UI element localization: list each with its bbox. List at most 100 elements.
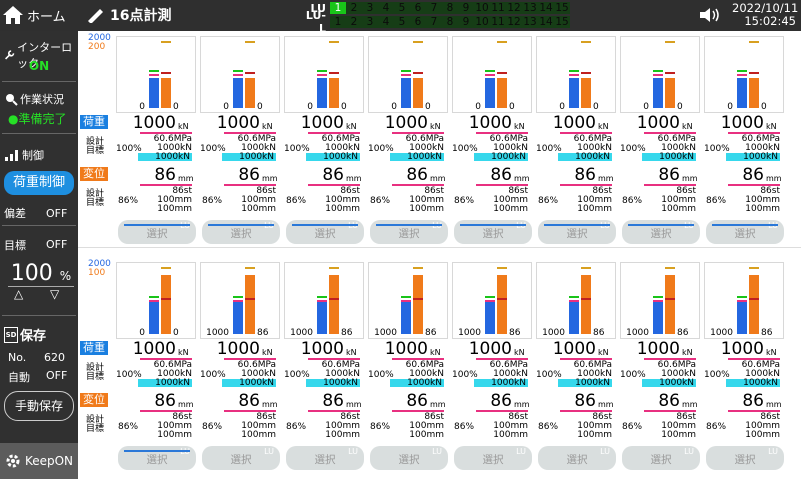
displacement-bar-line [560,184,612,186]
load-bar-line [308,358,360,360]
displacement-bar-value: 0 [341,102,347,112]
load-tag: 荷重 [80,341,108,355]
select-label: 選択 [230,228,252,240]
load-setting: 1000kN [325,143,360,153]
time: 15:02:45 [744,14,796,28]
displacement-bar-value: 86 [761,328,773,338]
lu-tag: LU [516,212,526,240]
load-bar-value: 1000 [206,328,229,338]
load-bar-value: 1000 [290,328,313,338]
load-setting: 1000kN [409,143,444,153]
displacement-bar [245,274,255,334]
deviation-value[interactable]: OFF [46,207,68,220]
load-target: 1000kN [726,379,780,388]
displacement-bar [581,78,591,108]
pressure-value: 60.6MPa [489,360,528,370]
displacement-bar-line [644,184,696,186]
interlock-label: インターロック [4,39,78,71]
displacement-target: 100mm [241,204,276,214]
load-control-button[interactable]: 荷重制御 [4,171,74,195]
stroke-value: 86st [592,412,612,422]
load-target: 1000kN [642,153,696,162]
limit-marker [401,70,411,73]
load-bar-line [392,358,444,360]
lu-cell: 11 [491,2,505,14]
load-bar-line [140,358,192,360]
displacement-unit: mm [262,400,278,409]
displacement-bar [749,78,759,108]
limit-marker [413,41,423,44]
row-label: 設計 [86,415,105,425]
load-value: 1000 [552,339,596,359]
increment-button[interactable]: △ [14,287,24,301]
select-label: 選択 [566,454,588,466]
lu-cell: 4 [382,16,390,28]
selected-indicator [376,224,442,226]
load-percent: 100% [284,370,310,380]
pressure-value: 60.6MPa [153,134,192,144]
speaker-icon[interactable] [698,6,722,24]
lu-cell: 10 [475,16,489,28]
lu-cell: 4 [382,2,390,14]
target-percent[interactable]: 100 % [8,261,74,287]
displacement-unit: mm [598,174,614,183]
lu-label: LU [310,1,326,15]
displacement-bar-line [728,184,780,186]
lu-cell: 13 [523,16,537,28]
date: 2022/10/11 [732,1,799,15]
load-unit: kN [766,122,777,131]
home-label: ホーム [27,9,66,25]
limit-marker [401,74,411,77]
displacement-percent: 86% [202,196,223,206]
load-percent: 100% [368,370,394,380]
target-value[interactable]: OFF [46,238,68,251]
stroke-value: 86st [592,186,612,196]
limit-marker [665,297,675,300]
lu-cell: 7 [430,16,438,28]
displacement-target: 100mm [409,430,444,440]
load-bar-line [560,132,612,134]
home-button[interactable]: ホーム [2,3,74,27]
pressure-value: 60.6MPa [237,134,276,144]
lu-tag: LU [264,447,274,456]
limit-marker [413,267,423,270]
limit-marker [569,74,579,77]
load-value: 1000 [216,113,260,133]
status-label: 作業状況 [4,91,64,107]
displacement-tag: 変位 [80,393,108,407]
limit-marker [233,70,243,73]
load-value: 1000 [468,339,512,359]
load-bar-value: 1000 [458,328,481,338]
auto-value[interactable]: OFF [46,369,68,382]
load-percent: 100% [452,144,478,154]
decrement-button[interactable]: ▽ [50,287,60,301]
displacement-unit: mm [682,174,698,183]
bottom-scale-blue: 2000 [88,259,111,269]
limit-marker [317,74,327,77]
lu-indicator: LU 1 2 3 4 5 6 7 8 9 10 11 12 13 14 15 LU-L 1 2 3 4 5 6 7 8 9 10 1… [300,1,570,35]
load-bar-line [392,132,444,134]
keepon-button[interactable]: KeepON [0,443,78,479]
displacement-unit: mm [514,174,530,183]
displacement-target: 100mm [157,430,192,440]
manual-save-button[interactable]: 手動保存 [4,391,74,421]
